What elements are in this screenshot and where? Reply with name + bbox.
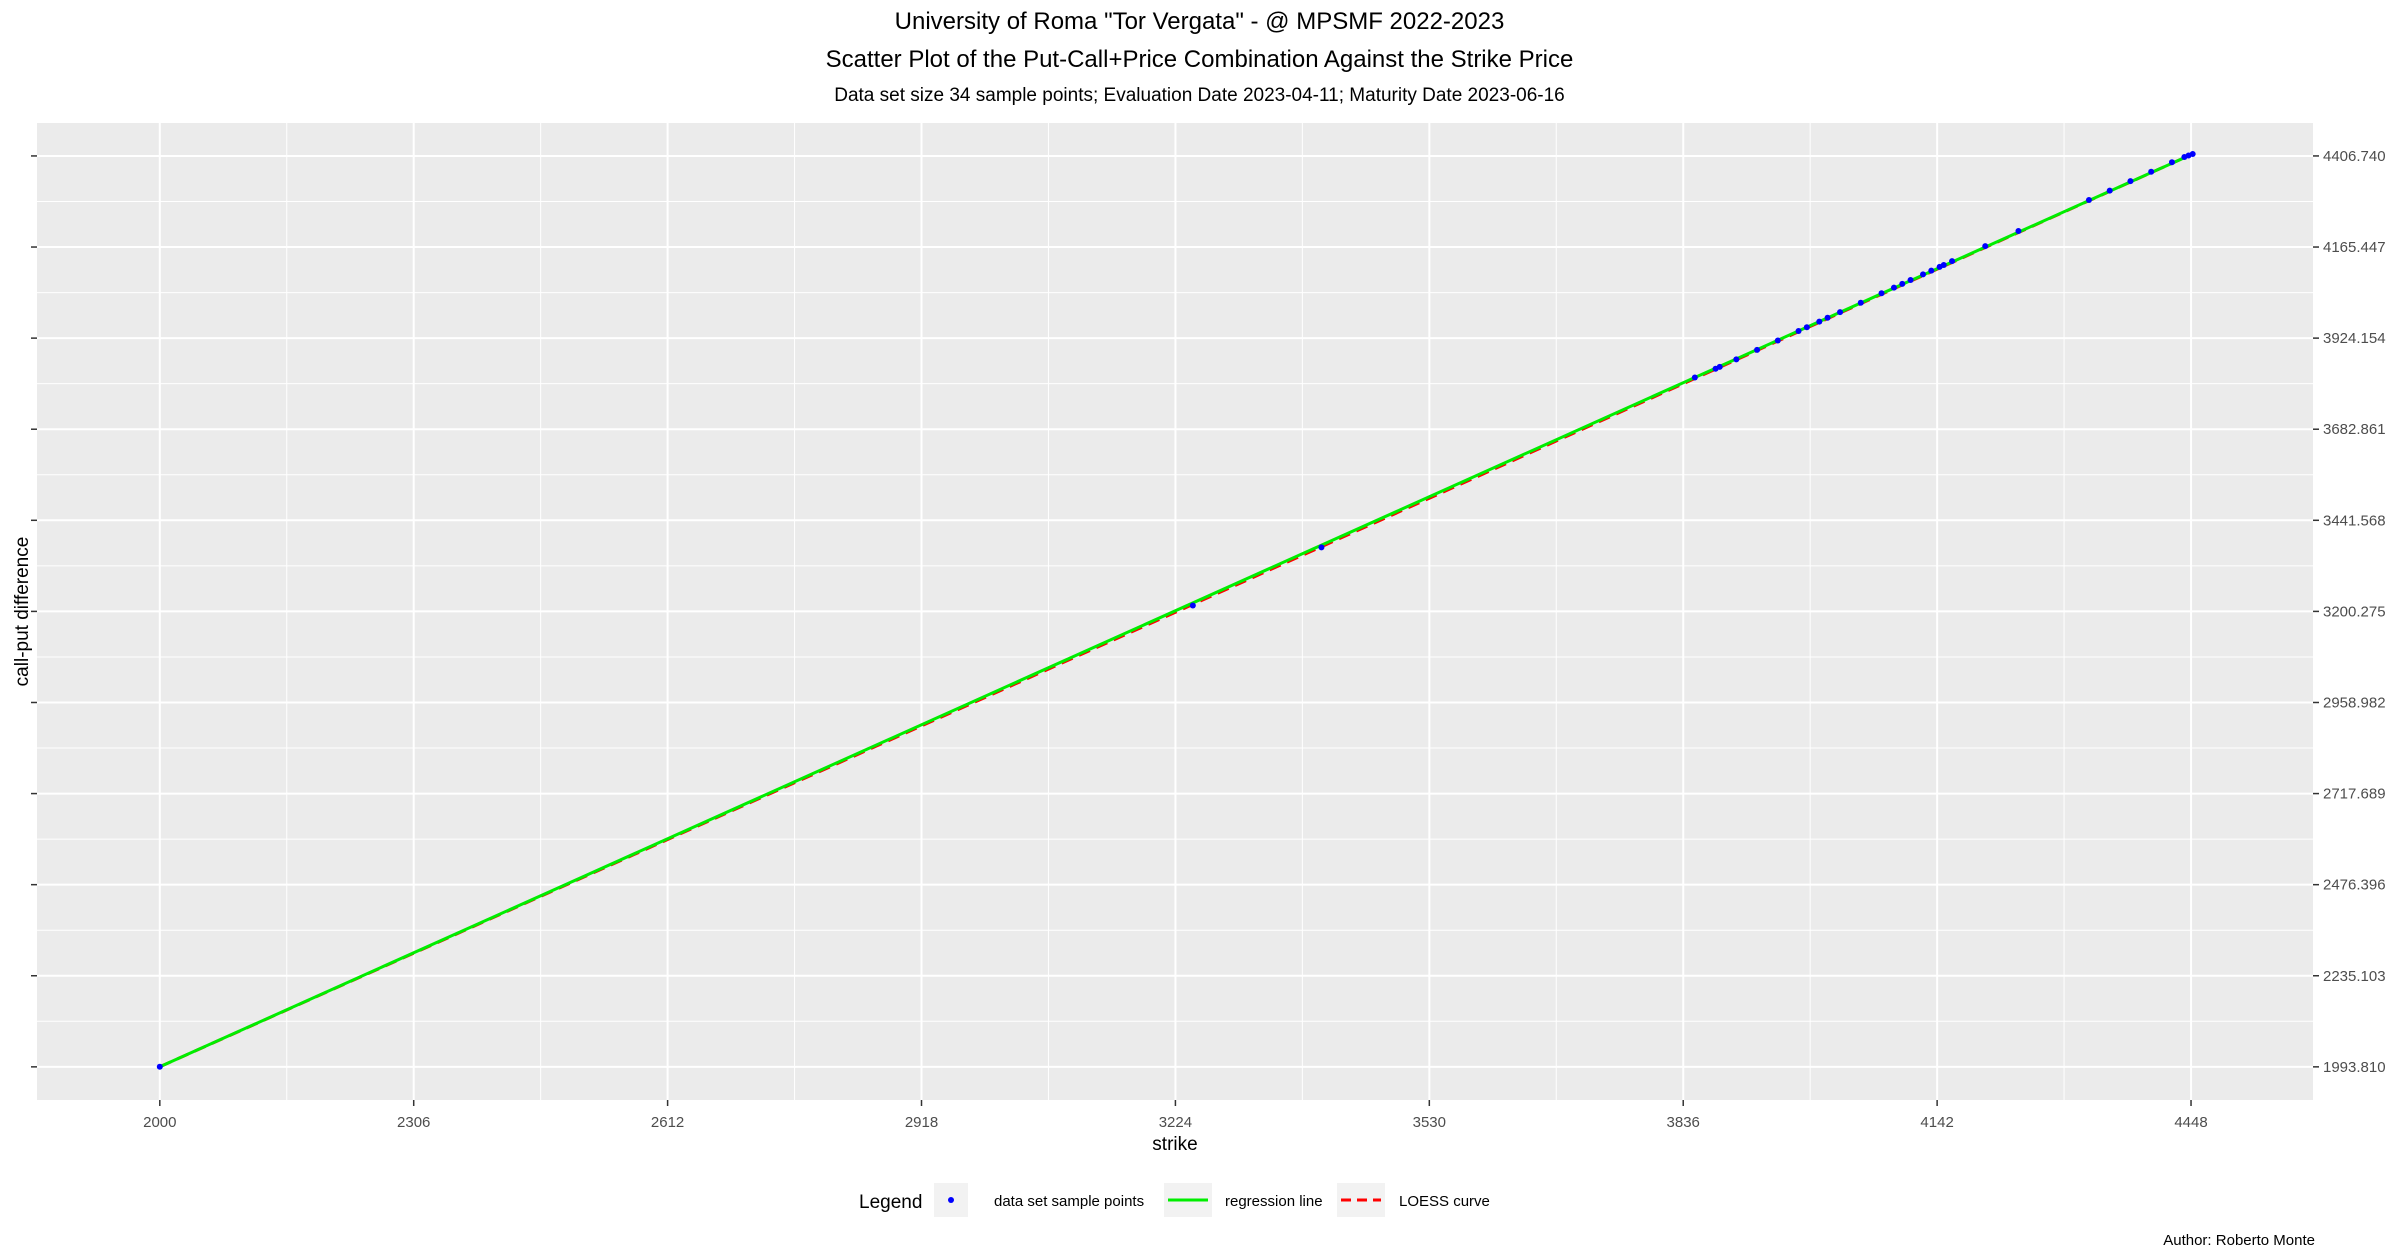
data-point (2189, 150, 2196, 157)
data-point (1857, 299, 1864, 306)
y-tick-label: 3441.568 (2323, 512, 2386, 529)
legend-label-regression: regression line (1225, 1193, 1323, 1210)
data-point (1878, 290, 1885, 297)
y-axis: 1993.810 2235.103 2476.396 2717.689 2958.982… (31, 148, 2386, 1076)
data-point (1890, 284, 1897, 291)
x-axis-title: strike (1152, 1134, 1197, 1155)
legend-item-points: data set sample points (934, 1183, 1144, 1217)
y-tick-label: 2958.982 (2323, 694, 2386, 711)
legend-point-marker (948, 1197, 954, 1203)
regression-line (159, 152, 2194, 1069)
legend-title: Legend (859, 1192, 922, 1213)
y-axis-title: call-put difference (12, 537, 33, 687)
y-tick-label: 4406.740 (2323, 148, 2386, 165)
legend-label-points: data set sample points (994, 1193, 1144, 1210)
major-gridlines (37, 123, 2313, 1100)
x-tick-label: 3836 (1667, 1114, 1700, 1131)
author-credit: Author: Roberto Monte (2163, 1232, 2315, 1249)
chart-subtitle: Scatter Plot of the Put-Call+Price Combi… (825, 46, 1574, 73)
x-tick-label: 4448 (2174, 1114, 2207, 1131)
legend-item-loess: LOESS curve (1337, 1183, 1490, 1217)
y-tick-label: 3682.861 (2323, 421, 2386, 438)
legend-item-regression: regression line (1164, 1183, 1323, 1217)
data-point (1774, 337, 1781, 344)
x-tick-label: 2000 (143, 1114, 176, 1131)
x-tick-label: 2612 (651, 1114, 684, 1131)
x-tick-label: 3224 (1159, 1114, 1192, 1131)
data-point (1907, 277, 1914, 284)
data-point (1816, 318, 1823, 325)
chart-caption: Data set size 34 sample points; Evaluati… (834, 85, 1565, 106)
data-point (1803, 324, 1810, 331)
fitted-lines (159, 152, 2194, 1069)
x-tick-label: 3530 (1413, 1114, 1446, 1131)
y-tick-label: 4165.447 (2323, 239, 2386, 256)
data-point (2148, 168, 2155, 175)
data-point (1920, 271, 1927, 278)
data-point (1716, 363, 1723, 370)
data-point (1733, 356, 1740, 363)
data-point (1837, 309, 1844, 316)
data-point (1824, 314, 1831, 321)
data-point (1928, 267, 1935, 274)
data-point (2015, 227, 2022, 234)
y-tick-label: 2476.396 (2323, 877, 2386, 894)
data-point (1189, 602, 1196, 609)
data-point (1899, 280, 1906, 287)
y-tick-label: 3200.275 (2323, 603, 2386, 620)
data-point (1982, 243, 1989, 250)
x-tick-label: 2918 (905, 1114, 938, 1131)
chart-title: University of Roma "Tor Vergata" - @ MPS… (894, 8, 1505, 35)
y-tick-label: 3924.154 (2323, 330, 2386, 347)
data-points (156, 150, 2196, 1070)
data-point (1754, 346, 1761, 353)
y-tick-label: 2717.689 (2323, 786, 2386, 803)
data-point (1795, 328, 1802, 335)
data-point (2106, 187, 2113, 194)
data-point (1940, 261, 1947, 268)
data-point (2168, 159, 2175, 166)
legend: Legend data set sample points regression… (859, 1183, 1490, 1217)
data-point (2127, 178, 2134, 185)
data-point (2085, 197, 2092, 204)
data-point (156, 1063, 163, 1070)
x-tick-label: 2306 (397, 1114, 430, 1131)
data-point (1949, 258, 1956, 265)
data-point (1691, 374, 1698, 381)
legend-label-loess: LOESS curve (1399, 1193, 1490, 1210)
data-point (1318, 544, 1325, 551)
y-tick-label: 2235.103 (2323, 968, 2386, 985)
x-axis: 2000 2306 2612 2918 3224 3530 3836 4142 4448 (143, 1100, 2208, 1131)
y-tick-label: 1993.810 (2323, 1059, 2386, 1076)
x-tick-label: 4142 (1920, 1114, 1953, 1131)
